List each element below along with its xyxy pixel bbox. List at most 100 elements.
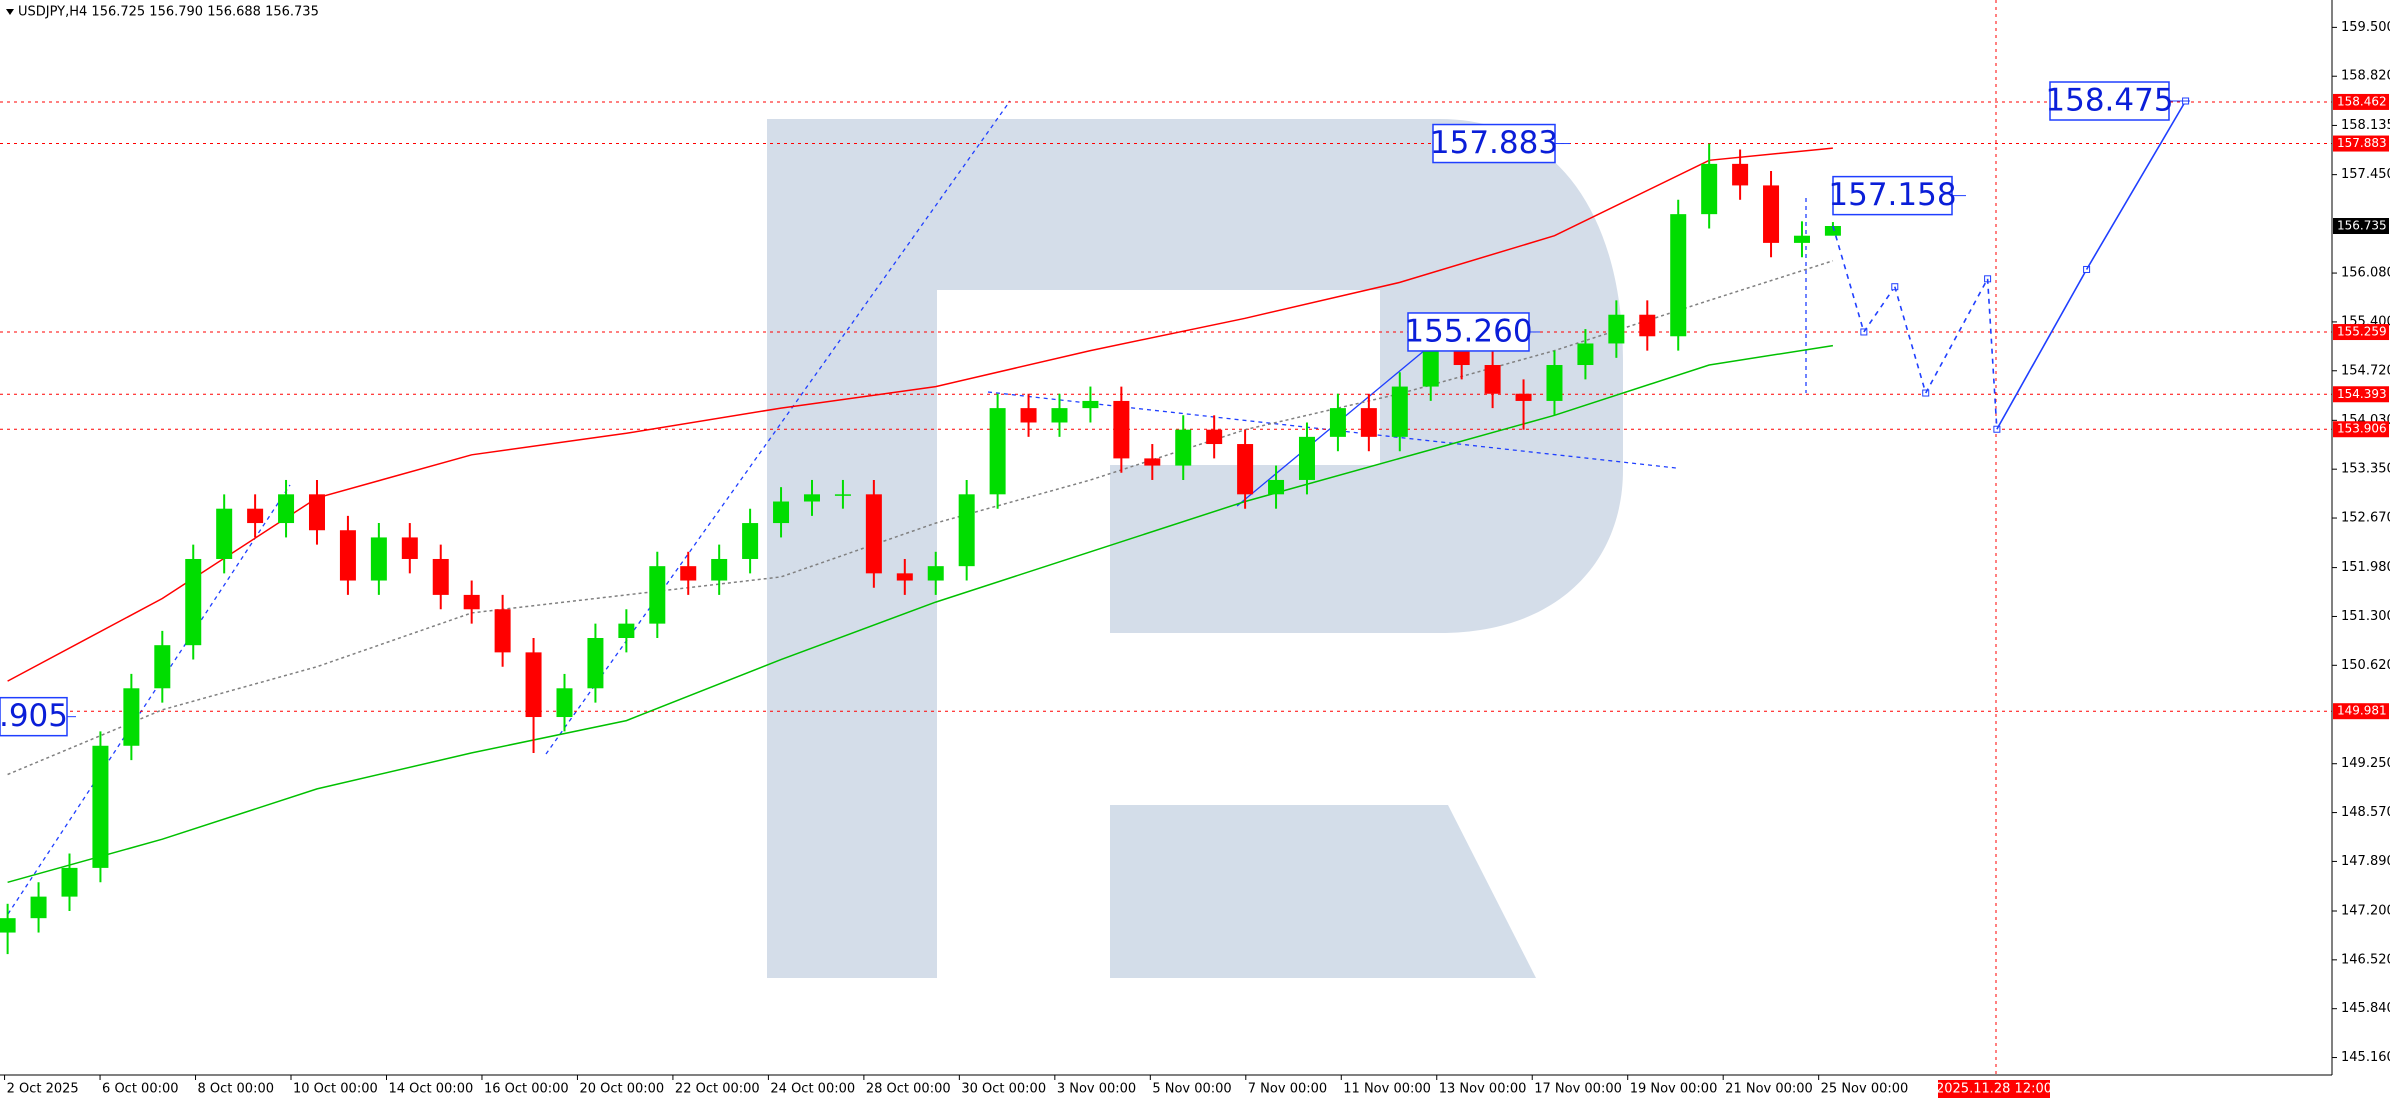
x-tick-label: 8 Oct 00:00 bbox=[198, 1082, 274, 1097]
candle-body bbox=[123, 688, 140, 746]
candle-body bbox=[401, 537, 418, 559]
candle-body bbox=[649, 566, 666, 624]
candle-body bbox=[803, 494, 820, 502]
level-label-box bbox=[2333, 386, 2389, 403]
x-tick-label: 28 Oct 00:00 bbox=[866, 1082, 951, 1097]
candle-body bbox=[1763, 185, 1780, 243]
time-marker-label: 2025.11.28 12:00 bbox=[1936, 1082, 2052, 1097]
candle-body bbox=[1020, 408, 1037, 423]
candle-body bbox=[680, 566, 697, 581]
annotation-label: 158.475 bbox=[2045, 83, 2173, 119]
candle-body bbox=[432, 558, 449, 595]
annotation-label: .905 bbox=[0, 698, 68, 734]
plot bbox=[0, 97, 2332, 955]
level-label-box bbox=[2333, 135, 2389, 152]
candle-body bbox=[1329, 408, 1346, 437]
candle-body bbox=[339, 530, 356, 581]
candle-body bbox=[1113, 400, 1130, 459]
candle-body bbox=[247, 508, 264, 524]
candle-body bbox=[1577, 343, 1594, 366]
level-label-box bbox=[2333, 93, 2389, 110]
x-tick-label: 16 Oct 00:00 bbox=[484, 1082, 569, 1097]
y-tick-label: 150.620 bbox=[2341, 658, 2390, 673]
annotation-label: 155.260 bbox=[1404, 313, 1532, 349]
y-tick-label: 146.520 bbox=[2341, 952, 2390, 967]
current-price-label: 156.735 bbox=[2337, 219, 2387, 233]
candle-body bbox=[711, 558, 728, 581]
candle-body bbox=[1082, 400, 1099, 409]
candle-body bbox=[1237, 444, 1254, 495]
forecast-segment bbox=[1996, 269, 2088, 430]
candle-body bbox=[1546, 365, 1563, 401]
annotation-box bbox=[0, 696, 68, 737]
trend-line bbox=[545, 100, 1011, 755]
candle-body bbox=[1670, 214, 1687, 337]
y-tick-label: 153.350 bbox=[2341, 462, 2390, 477]
candle-body bbox=[1732, 163, 1749, 186]
candle-body bbox=[865, 494, 882, 574]
y-tick-label: 148.570 bbox=[2341, 805, 2390, 820]
candle-body bbox=[773, 501, 790, 524]
candle-body bbox=[92, 745, 109, 868]
annotation-box bbox=[2049, 81, 2170, 121]
candle-body bbox=[927, 566, 944, 581]
candle-body bbox=[834, 494, 851, 496]
candle-body bbox=[556, 688, 573, 718]
level-label: 158.462 bbox=[2337, 94, 2387, 108]
y-tick-label: 152.670 bbox=[2341, 511, 2390, 526]
menu-arrow[interactable] bbox=[6, 9, 14, 15]
candle-body bbox=[989, 408, 1006, 495]
candle-body bbox=[1391, 386, 1408, 437]
y-tick-label: 151.980 bbox=[2341, 560, 2390, 575]
x-tick-label: 5 Nov 00:00 bbox=[1152, 1082, 1231, 1097]
level-label-box bbox=[2333, 703, 2389, 720]
trend-line bbox=[7, 484, 291, 915]
forecast-segment bbox=[1832, 225, 1865, 333]
candle-body bbox=[1175, 429, 1192, 466]
candle-body bbox=[1639, 314, 1656, 337]
candle-body bbox=[1453, 350, 1470, 366]
y-tick-label: 158.820 bbox=[2341, 69, 2390, 84]
candle-body bbox=[1701, 163, 1718, 215]
annotation-box bbox=[1432, 123, 1556, 164]
candle-body bbox=[1298, 436, 1315, 480]
annotation-label: 157.883 bbox=[1430, 125, 1558, 161]
candle-body bbox=[61, 867, 78, 897]
candle-body bbox=[1515, 393, 1532, 401]
chart-title: USDJPY,H4 156.725 156.790 156.688 156.73… bbox=[18, 5, 319, 20]
x-tick-label: 21 Nov 00:00 bbox=[1725, 1082, 1813, 1097]
annotation-label: 157.158 bbox=[1828, 177, 1956, 213]
candle-body bbox=[1144, 458, 1161, 466]
time-marker-box bbox=[1938, 1080, 2050, 1098]
y-tick-label: 147.890 bbox=[2341, 854, 2390, 869]
forecast-segment bbox=[1925, 278, 1989, 394]
x-tick-label: 22 Oct 00:00 bbox=[675, 1082, 760, 1097]
current-price-box bbox=[2333, 218, 2389, 235]
candle-body bbox=[896, 573, 913, 581]
y-tick-label: 158.135 bbox=[2341, 118, 2390, 133]
candle-body bbox=[525, 652, 542, 718]
candle-body bbox=[587, 638, 604, 689]
candle-body bbox=[154, 645, 171, 689]
y-tick-label: 159.500 bbox=[2341, 20, 2390, 35]
candle-body bbox=[494, 609, 511, 653]
level-label: 153.906 bbox=[2337, 422, 2387, 436]
y-tick-label: 145.160 bbox=[2341, 1050, 2390, 1065]
candle-body bbox=[1206, 429, 1223, 445]
candle-body bbox=[308, 494, 325, 531]
forecast-segment bbox=[2085, 100, 2187, 270]
x-tick-label: 25 Nov 00:00 bbox=[1821, 1082, 1909, 1097]
x-tick-label: 24 Oct 00:00 bbox=[770, 1082, 855, 1097]
x-tick-label: 20 Oct 00:00 bbox=[579, 1082, 664, 1097]
candle-body bbox=[463, 594, 480, 610]
level-label: 149.981 bbox=[2337, 704, 2387, 718]
y-tick-label: 149.250 bbox=[2341, 756, 2390, 771]
x-tick-label: 3 Nov 00:00 bbox=[1057, 1082, 1136, 1097]
x-tick-label: 2 Oct 2025 bbox=[7, 1082, 79, 1097]
candle-body bbox=[1824, 226, 1841, 236]
annotation-box bbox=[1832, 175, 1953, 216]
candle-body bbox=[1051, 408, 1068, 423]
candle-body bbox=[742, 523, 759, 559]
candle-body bbox=[618, 623, 635, 639]
